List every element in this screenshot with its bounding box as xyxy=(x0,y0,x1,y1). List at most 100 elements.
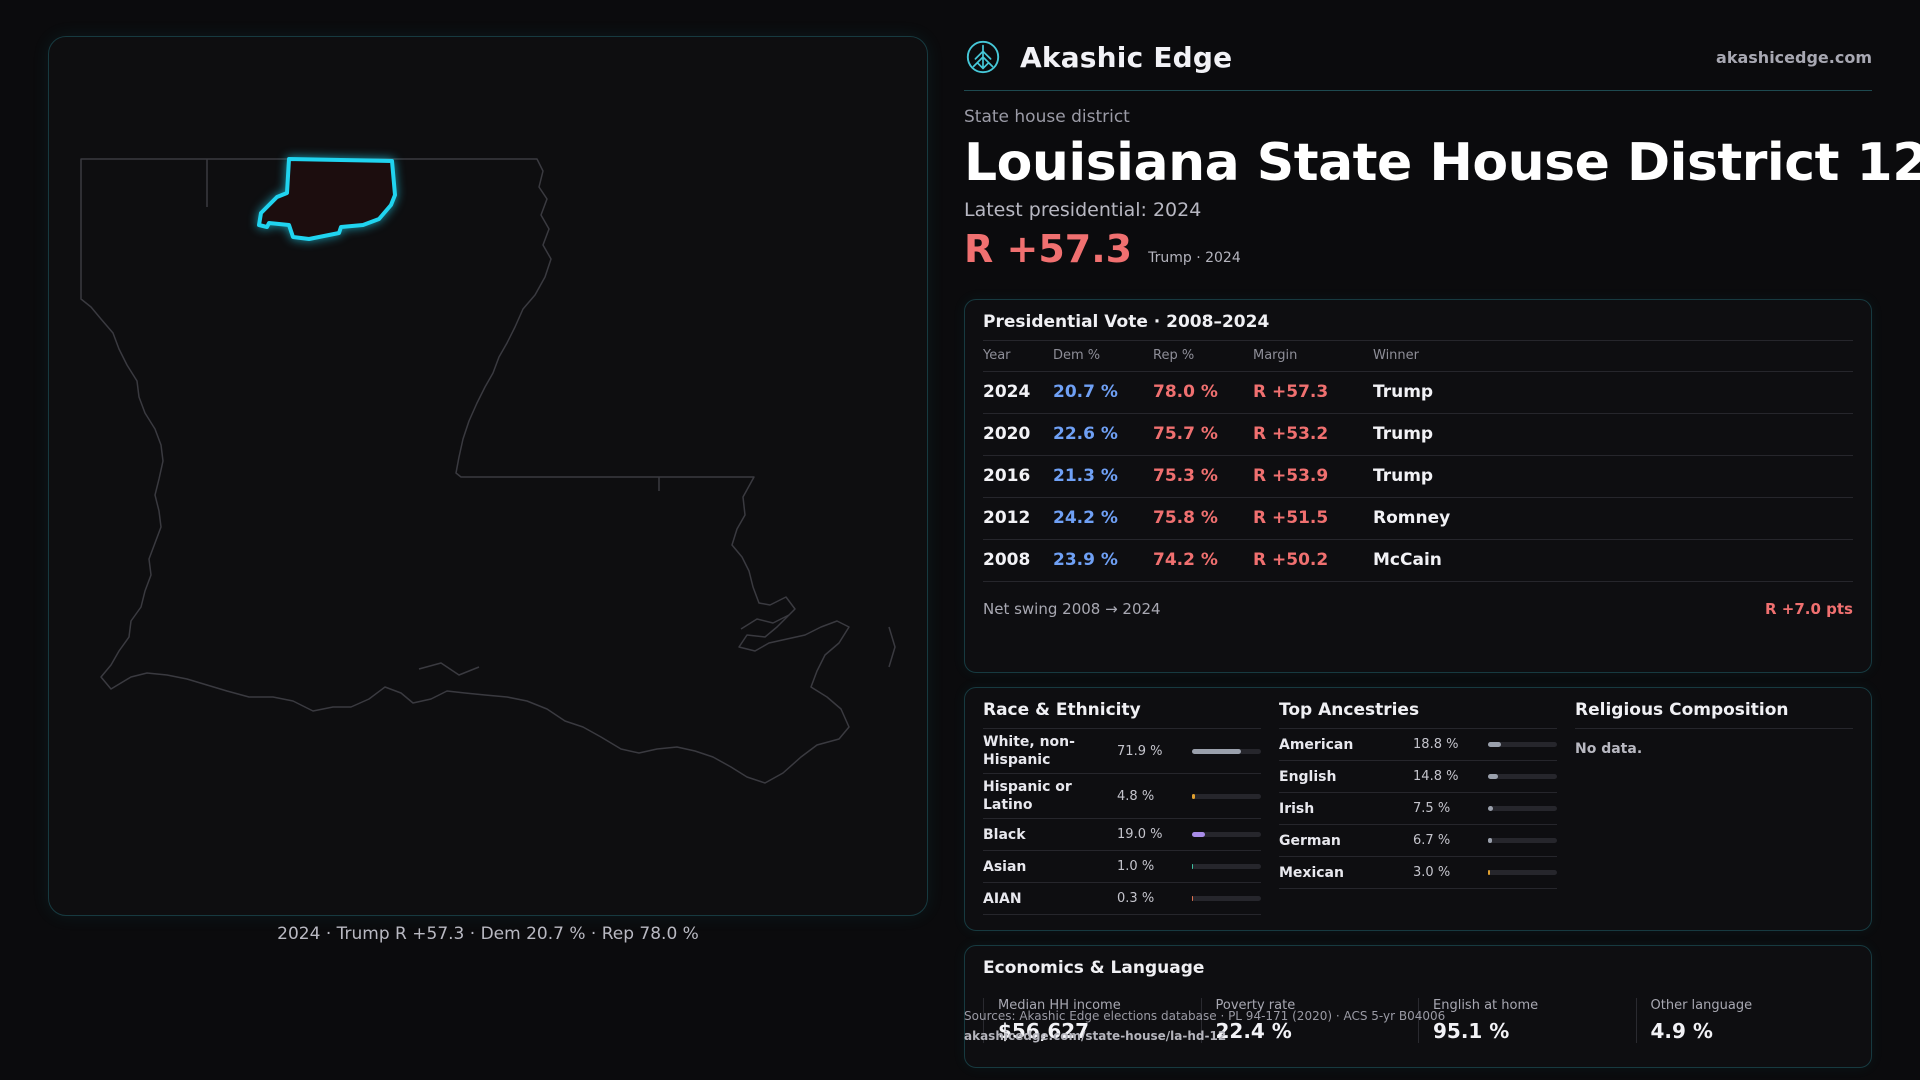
district-map-panel[interactable] xyxy=(48,36,928,916)
item-label: Irish xyxy=(1279,800,1315,817)
econ-label: Median HH income xyxy=(998,998,1121,1013)
rep-cell: 74.2 % xyxy=(1153,539,1253,582)
economics-language-card: Economics & Language Median HH income $5… xyxy=(964,945,1872,1068)
table-row[interactable]: 2012 24.2 % 75.8 % R +51.5 Romney xyxy=(983,497,1853,540)
item-percent: 1.0 % xyxy=(1117,859,1155,874)
presidential-vote-card: Presidential Vote · 2008–2024 Year Dem %… xyxy=(964,299,1872,673)
bar-track xyxy=(1487,838,1557,843)
table-row[interactable]: 2016 21.3 % 75.3 % R +53.9 Trump xyxy=(983,455,1853,498)
bar-track xyxy=(1191,793,1261,799)
bar-fill xyxy=(1191,896,1193,901)
rep-cell: 75.7 % xyxy=(1153,413,1253,456)
bar-fill xyxy=(1487,806,1493,811)
table-row[interactable]: 2008 23.9 % 74.2 % R +50.2 McCain xyxy=(983,539,1853,582)
item-percent: 18.8 % xyxy=(1413,737,1459,752)
bar-fill xyxy=(1191,793,1195,799)
year-cell: 2024 xyxy=(983,371,1053,414)
bar-fill xyxy=(1487,870,1490,875)
sources-footer: Sources: Akashic Edge elections database… xyxy=(964,1006,1445,1046)
econ-value: 4.9 % xyxy=(1650,1019,1713,1043)
list-item[interactable]: Black 19.0 % xyxy=(983,819,1261,851)
item-percent: 14.8 % xyxy=(1413,769,1459,784)
item-label: American xyxy=(1279,736,1354,753)
divider xyxy=(1575,728,1853,729)
item-label: English xyxy=(1279,768,1337,785)
year-cell: 2012 xyxy=(983,497,1053,540)
year-cell: 2008 xyxy=(983,539,1053,582)
item-label: White, non-Hispanic xyxy=(983,734,1075,768)
rep-cell: 75.3 % xyxy=(1153,455,1253,498)
item-percent: 7.5 % xyxy=(1413,801,1451,816)
econ-label: Poverty rate xyxy=(1215,998,1296,1013)
demographics-card: Race & Ethnicity White, non-Hispanic 71.9… xyxy=(964,687,1872,931)
item-percent: 19.0 % xyxy=(1117,827,1163,842)
item-label: Asian xyxy=(983,858,1027,875)
divider xyxy=(964,90,1872,91)
brand-header: Akashic Edge akashicedge.com xyxy=(964,36,1872,78)
list-item[interactable]: German 6.7 % xyxy=(1279,825,1557,857)
winner-cell: McCain xyxy=(1373,539,1853,582)
winner-cell: Romney xyxy=(1373,497,1853,540)
econ-other-language: Other language 4.9 % xyxy=(1635,998,1854,1043)
race-list: White, non-Hispanic 71.9 % Hispanic or Lat… xyxy=(983,729,1261,915)
bar-fill xyxy=(1487,774,1498,779)
card-title: Economics & Language xyxy=(983,958,1205,978)
item-percent: 3.0 % xyxy=(1413,865,1451,880)
dem-cell: 23.9 % xyxy=(1053,539,1153,582)
winner-cell: Trump xyxy=(1373,371,1853,414)
net-swing-label: Net swing 2008 → 2024 xyxy=(983,599,1161,618)
column-header-winner: Winner xyxy=(1373,341,1853,372)
headline-result: R +57.3 Trump · 2024 xyxy=(964,227,1872,271)
item-percent: 6.7 % xyxy=(1413,833,1451,848)
margin-cell: R +53.9 xyxy=(1253,455,1373,498)
map-caption: 2024 · Trump R +57.3 · Dem 20.7 % · Rep … xyxy=(277,924,699,944)
dem-cell: 24.2 % xyxy=(1053,497,1153,540)
list-item[interactable]: Hispanic or Latino 4.8 % xyxy=(983,774,1261,819)
divider xyxy=(983,728,1261,729)
list-item[interactable]: AIAN 0.3 % xyxy=(983,883,1261,915)
item-percent: 0.3 % xyxy=(1117,891,1155,906)
bar-fill xyxy=(1487,838,1493,843)
econ-value: $56,627 xyxy=(998,1019,1090,1043)
bar-track xyxy=(1191,864,1261,869)
margin-cell: R +57.3 xyxy=(1253,371,1373,414)
net-swing-value: R +7.0 pts xyxy=(1765,599,1853,618)
list-item[interactable]: Irish 7.5 % xyxy=(1279,793,1557,825)
brand-url-link[interactable]: akashicedge.com xyxy=(1716,47,1872,67)
rep-cell: 78.0 % xyxy=(1153,371,1253,414)
bar-fill xyxy=(1191,864,1193,869)
bar-track xyxy=(1191,748,1261,754)
district-type-label: State house district xyxy=(964,107,1130,127)
item-label: Mexican xyxy=(1279,864,1344,881)
list-item[interactable]: Mexican 3.0 % xyxy=(1279,857,1557,889)
source-url-link[interactable]: akashicedge.com/state-house/la-hd-12 xyxy=(964,1029,1227,1043)
table-row[interactable]: 2024 20.7 % 78.0 % R +57.3 Trump xyxy=(983,371,1853,414)
bar-track xyxy=(1191,832,1261,837)
year-cell: 2020 xyxy=(983,413,1053,456)
rep-cell: 75.8 % xyxy=(1153,497,1253,540)
list-item[interactable]: American 18.8 % xyxy=(1279,729,1557,761)
list-item[interactable]: English 14.8 % xyxy=(1279,761,1557,793)
table-row[interactable]: 2020 22.6 % 75.7 % R +53.2 Trump xyxy=(983,413,1853,456)
item-percent: 4.8 % xyxy=(1117,788,1155,804)
item-label: Hispanic or Latino xyxy=(983,779,1072,813)
margin-cell: R +50.2 xyxy=(1253,539,1373,582)
column-header-year: Year xyxy=(983,341,1053,372)
list-item[interactable]: White, non-Hispanic 71.9 % xyxy=(983,729,1261,774)
section-title: Top Ancestries xyxy=(1279,700,1420,720)
item-label: Black xyxy=(983,826,1026,843)
no-data-text: No data. xyxy=(1575,741,1643,757)
econ-english-at-home: English at home 95.1 % xyxy=(1418,998,1636,1043)
list-item[interactable]: Asian 1.0 % xyxy=(983,851,1261,883)
divider xyxy=(1279,728,1557,729)
econ-value: 22.4 % xyxy=(1215,1019,1292,1043)
dem-cell: 21.3 % xyxy=(1053,455,1153,498)
tree-globe-icon[interactable] xyxy=(964,38,1002,76)
headline-winner-year: Trump · 2024 xyxy=(1148,250,1241,266)
state-outline xyxy=(80,158,850,784)
card-title: Presidential Vote · 2008–2024 xyxy=(983,312,1270,332)
section-title: Race & Ethnicity xyxy=(983,700,1141,720)
louisiana-map[interactable] xyxy=(49,37,928,916)
brand-name: Akashic Edge xyxy=(1020,40,1233,74)
item-percent: 71.9 % xyxy=(1117,743,1163,759)
